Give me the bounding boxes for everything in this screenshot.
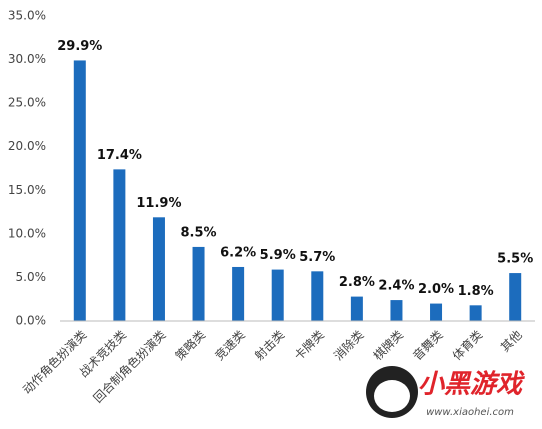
value-label: 11.9%: [136, 196, 181, 211]
value-label: 2.0%: [418, 282, 454, 297]
bar: [73, 60, 86, 321]
value-label: 5.5%: [497, 252, 533, 267]
value-label: 29.9%: [57, 39, 102, 54]
watermark-name: 小黑游戏: [418, 370, 525, 400]
bar: [192, 246, 205, 321]
bar: [509, 273, 522, 321]
value-label: 6.2%: [220, 245, 256, 260]
bar: [113, 169, 126, 321]
y-tick-label: 30.0%: [8, 52, 46, 66]
x-tick-label: 射击类: [251, 327, 287, 363]
x-tick-label: 回合制角色扮演类: [90, 327, 168, 405]
y-tick-label: 0.0%: [16, 314, 47, 328]
x-tick-label: 体育类: [449, 327, 485, 363]
bar: [469, 305, 482, 321]
watermark-url: www.xiaohei.com: [426, 407, 514, 418]
bar: [271, 269, 284, 321]
y-tick-label: 35.0%: [8, 9, 46, 23]
watermark-icon: [374, 380, 410, 412]
y-tick-label: 10.0%: [8, 226, 46, 240]
y-tick-label: 20.0%: [8, 139, 46, 153]
value-label: 1.8%: [458, 284, 494, 299]
bar: [350, 296, 363, 321]
bar: [232, 266, 245, 321]
y-tick-label: 15.0%: [8, 183, 46, 197]
bar: [311, 271, 324, 321]
x-tick-label: 卡牌类: [292, 328, 327, 363]
bar: [390, 300, 403, 321]
value-label: 17.4%: [97, 148, 142, 163]
x-tick-label: 策略类: [172, 327, 208, 363]
x-tick-label: 竞速类: [212, 328, 247, 363]
value-label: 2.8%: [339, 275, 375, 290]
value-label: 5.7%: [299, 250, 335, 265]
watermark: 小黑游戏 www.xiaohei.com: [366, 366, 525, 418]
x-tick-label: 动作角色扮演类: [19, 327, 89, 397]
y-tick-label: 25.0%: [8, 96, 46, 110]
x-tick-label: 棋牌类: [371, 328, 406, 363]
x-tick-label: 音舞类: [410, 327, 446, 363]
x-tick-label: 消除类: [330, 327, 366, 363]
value-label: 8.5%: [181, 225, 217, 240]
value-label: 5.9%: [260, 248, 296, 263]
x-tick-label: 其他: [498, 328, 525, 355]
bar: [152, 217, 165, 321]
bar: [430, 303, 443, 321]
y-tick-label: 5.0%: [16, 270, 47, 284]
value-label: 2.4%: [378, 279, 414, 294]
